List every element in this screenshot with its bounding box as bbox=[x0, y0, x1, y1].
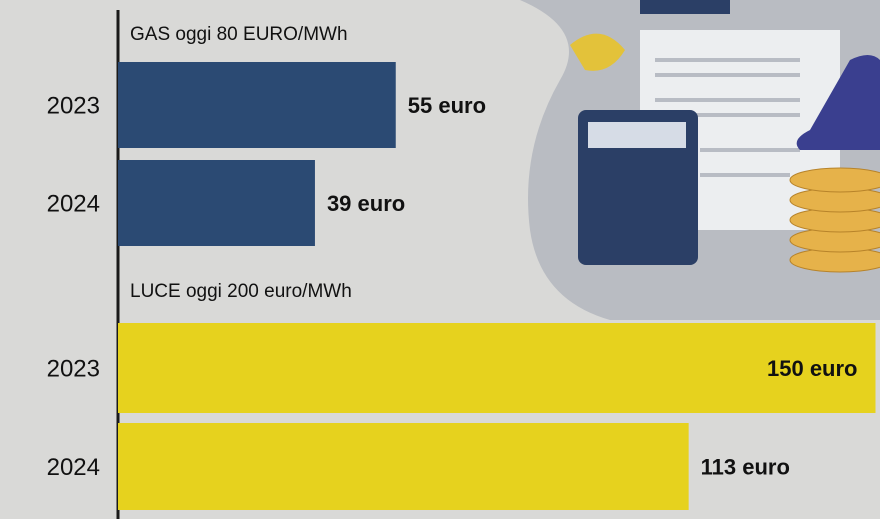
value-label: 150 euro bbox=[767, 356, 858, 381]
value-label: 39 euro bbox=[327, 191, 405, 216]
bar bbox=[118, 323, 876, 413]
chart-title: GAS oggi 80 EURO/MWh bbox=[130, 24, 348, 45]
illustration-person bbox=[796, 55, 880, 150]
value-label: 55 euro bbox=[408, 93, 486, 118]
category-label: 2023 bbox=[47, 92, 100, 119]
illustration-horn bbox=[570, 33, 625, 71]
bar bbox=[118, 62, 396, 148]
illustration-book bbox=[640, 0, 730, 14]
bar bbox=[118, 160, 315, 246]
illustration-coins bbox=[789, 167, 880, 273]
bar bbox=[118, 423, 689, 510]
category-label: 2024 bbox=[47, 454, 100, 481]
category-label: 2023 bbox=[47, 355, 100, 382]
category-label: 2024 bbox=[47, 190, 100, 217]
illustration-calculator bbox=[578, 110, 698, 265]
chart-title: LUCE oggi 200 euro/MWh bbox=[130, 281, 352, 302]
illustration-lines bbox=[655, 58, 800, 177]
value-label: 113 euro bbox=[701, 454, 790, 479]
illustration-display bbox=[588, 122, 686, 148]
